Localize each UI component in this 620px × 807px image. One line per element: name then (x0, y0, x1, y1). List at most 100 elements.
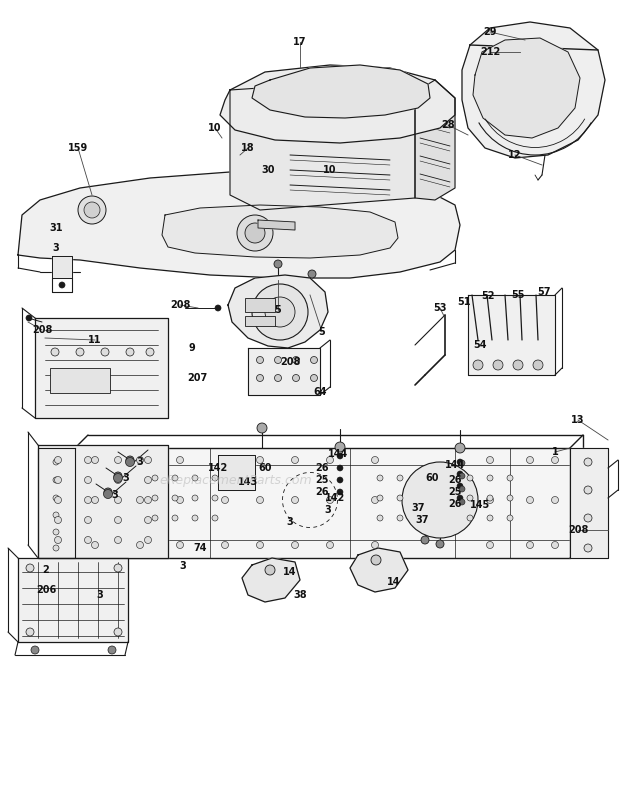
Circle shape (293, 374, 299, 382)
Circle shape (53, 512, 59, 518)
Circle shape (552, 457, 559, 463)
Text: 142: 142 (208, 463, 228, 473)
Bar (245, 316, 275, 326)
Circle shape (327, 496, 334, 504)
Polygon shape (228, 275, 328, 348)
Circle shape (327, 457, 334, 463)
Text: 12: 12 (508, 150, 522, 160)
Polygon shape (52, 256, 72, 278)
Circle shape (457, 471, 463, 477)
Text: 3: 3 (97, 590, 104, 600)
Text: 54: 54 (473, 340, 487, 350)
Circle shape (526, 457, 533, 463)
Circle shape (467, 495, 473, 501)
Circle shape (487, 495, 493, 501)
Polygon shape (350, 548, 408, 592)
Circle shape (212, 495, 218, 501)
Circle shape (177, 496, 184, 504)
Text: 57: 57 (538, 287, 551, 297)
Circle shape (144, 476, 151, 483)
Text: 25: 25 (448, 487, 462, 497)
Text: 14: 14 (388, 577, 401, 587)
Text: 29: 29 (483, 27, 497, 37)
Circle shape (55, 457, 61, 463)
Circle shape (397, 475, 403, 481)
Circle shape (92, 496, 99, 504)
Text: 3: 3 (180, 561, 187, 571)
Text: 212: 212 (480, 47, 500, 57)
Circle shape (257, 457, 264, 463)
Text: 5: 5 (275, 305, 281, 315)
Text: 207: 207 (187, 373, 207, 383)
Circle shape (335, 442, 345, 452)
Circle shape (31, 646, 39, 654)
Circle shape (487, 496, 494, 504)
Circle shape (53, 529, 59, 535)
Circle shape (526, 496, 533, 504)
Circle shape (55, 496, 61, 504)
Text: 25: 25 (315, 475, 329, 485)
Circle shape (311, 374, 317, 382)
Circle shape (215, 305, 221, 311)
Circle shape (92, 457, 99, 463)
Circle shape (487, 515, 493, 521)
Circle shape (192, 495, 198, 501)
Text: 28: 28 (441, 120, 455, 130)
Circle shape (221, 541, 229, 549)
Circle shape (152, 475, 158, 481)
Text: 55: 55 (512, 290, 525, 300)
Polygon shape (415, 80, 455, 200)
Text: 60: 60 (259, 463, 272, 473)
Circle shape (172, 515, 178, 521)
Circle shape (377, 495, 383, 501)
Circle shape (26, 564, 34, 572)
Text: 14: 14 (283, 567, 297, 577)
Circle shape (144, 496, 151, 504)
Circle shape (108, 646, 116, 654)
Circle shape (115, 457, 122, 463)
Polygon shape (18, 558, 128, 642)
Text: 74: 74 (193, 543, 206, 553)
Text: 38: 38 (293, 590, 307, 600)
Text: 13: 13 (571, 415, 585, 425)
Circle shape (507, 515, 513, 521)
Text: 2: 2 (43, 565, 50, 575)
Circle shape (125, 458, 135, 466)
Circle shape (237, 215, 273, 251)
Circle shape (115, 516, 122, 524)
Circle shape (192, 515, 198, 521)
Circle shape (114, 564, 122, 572)
Text: 206: 206 (36, 585, 56, 595)
Circle shape (53, 545, 59, 551)
Circle shape (371, 555, 381, 565)
Circle shape (78, 196, 106, 224)
Circle shape (457, 459, 463, 465)
Circle shape (172, 495, 178, 501)
Text: 26: 26 (448, 475, 462, 485)
Circle shape (421, 536, 429, 544)
Circle shape (146, 348, 154, 356)
Circle shape (144, 537, 151, 543)
Circle shape (293, 357, 299, 363)
Text: 5: 5 (319, 327, 326, 337)
Text: 17: 17 (293, 37, 307, 47)
Text: 9: 9 (188, 343, 195, 353)
Circle shape (402, 462, 478, 538)
Circle shape (177, 541, 184, 549)
Circle shape (136, 457, 143, 463)
Text: 11: 11 (88, 335, 102, 345)
Polygon shape (468, 295, 555, 375)
Text: 30: 30 (261, 165, 275, 175)
Circle shape (115, 537, 122, 543)
Text: 10: 10 (323, 165, 337, 175)
Circle shape (126, 456, 134, 464)
Circle shape (221, 496, 229, 504)
Circle shape (337, 477, 343, 483)
Circle shape (221, 457, 229, 463)
Text: 51: 51 (458, 297, 471, 307)
Circle shape (265, 565, 275, 575)
Circle shape (84, 202, 100, 218)
Polygon shape (252, 65, 430, 118)
Circle shape (177, 457, 184, 463)
Circle shape (252, 284, 308, 340)
